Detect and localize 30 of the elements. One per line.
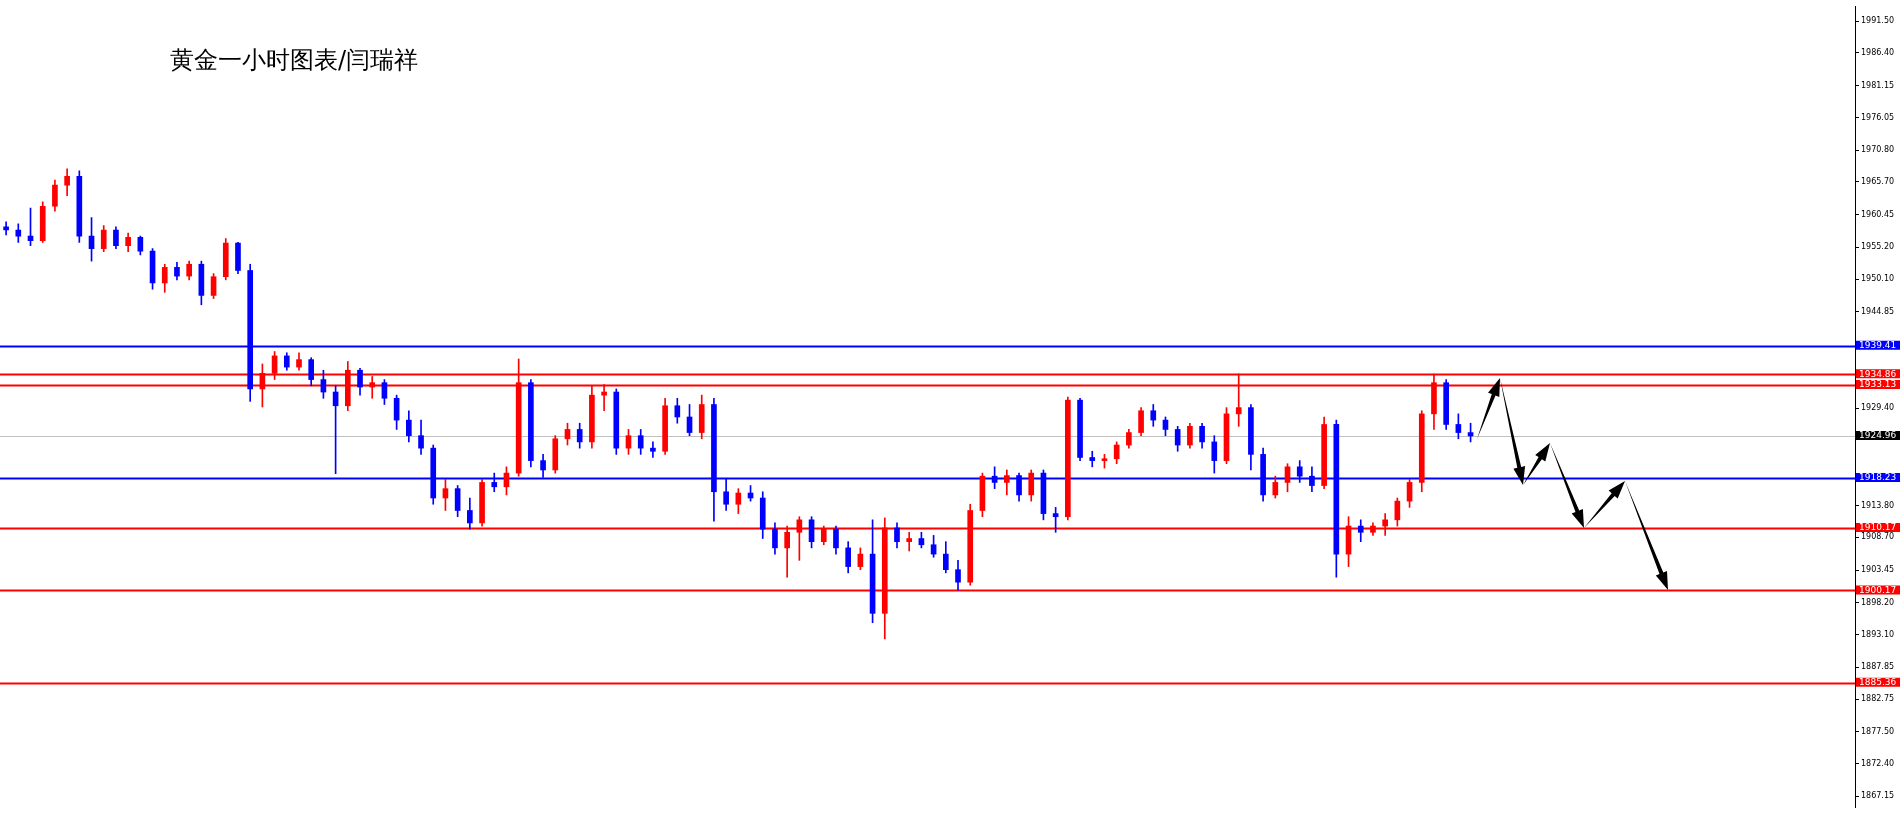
ref-line-label: 1900.17 xyxy=(1859,584,1897,595)
ref-line-label: 1924.96 xyxy=(1859,430,1897,441)
y-tick-label: 1960.45 xyxy=(1861,209,1895,219)
y-tick-label: 1877.50 xyxy=(1861,726,1895,736)
y-tick-label: 1872.40 xyxy=(1861,758,1895,768)
y-tick-label: 1867.15 xyxy=(1861,791,1895,801)
y-tick-label: 1898.20 xyxy=(1861,597,1895,607)
y-tick-label: 1944.85 xyxy=(1861,307,1895,317)
y-tick-label: 1893.10 xyxy=(1861,629,1895,639)
y-tick-label: 1887.85 xyxy=(1861,662,1895,672)
y-tick-label: 1882.75 xyxy=(1861,694,1895,704)
y-tick-label: 1981.15 xyxy=(1861,80,1895,90)
y-tick-label: 1955.20 xyxy=(1861,242,1895,252)
ref-line-label: 1910.17 xyxy=(1859,522,1897,533)
y-tick-label: 1986.40 xyxy=(1861,48,1895,58)
y-tick-label: 1908.70 xyxy=(1861,532,1895,542)
y-tick-label: 1976.05 xyxy=(1861,112,1895,122)
y-tick-label: 1970.80 xyxy=(1861,145,1895,155)
y-tick-label: 1991.50 xyxy=(1861,16,1895,26)
ref-line-label: 1939.41 xyxy=(1859,340,1897,351)
text: 黄金一小时图表/闫瑞祥 xyxy=(170,45,419,76)
y-tick-label: 1903.45 xyxy=(1861,565,1895,575)
ref-line-label: 1933.13 xyxy=(1859,379,1897,390)
ref-line-label: 1934.86 xyxy=(1859,368,1897,379)
y-tick-label: 1913.80 xyxy=(1861,500,1895,510)
ref-line-label: 1918.23 xyxy=(1859,472,1897,483)
y-tick-label: 1929.40 xyxy=(1861,403,1895,413)
y-tick-label: 1950.10 xyxy=(1861,274,1895,284)
ref-line-label: 1885.36 xyxy=(1859,677,1897,688)
y-tick-label: 1965.70 xyxy=(1861,177,1895,187)
